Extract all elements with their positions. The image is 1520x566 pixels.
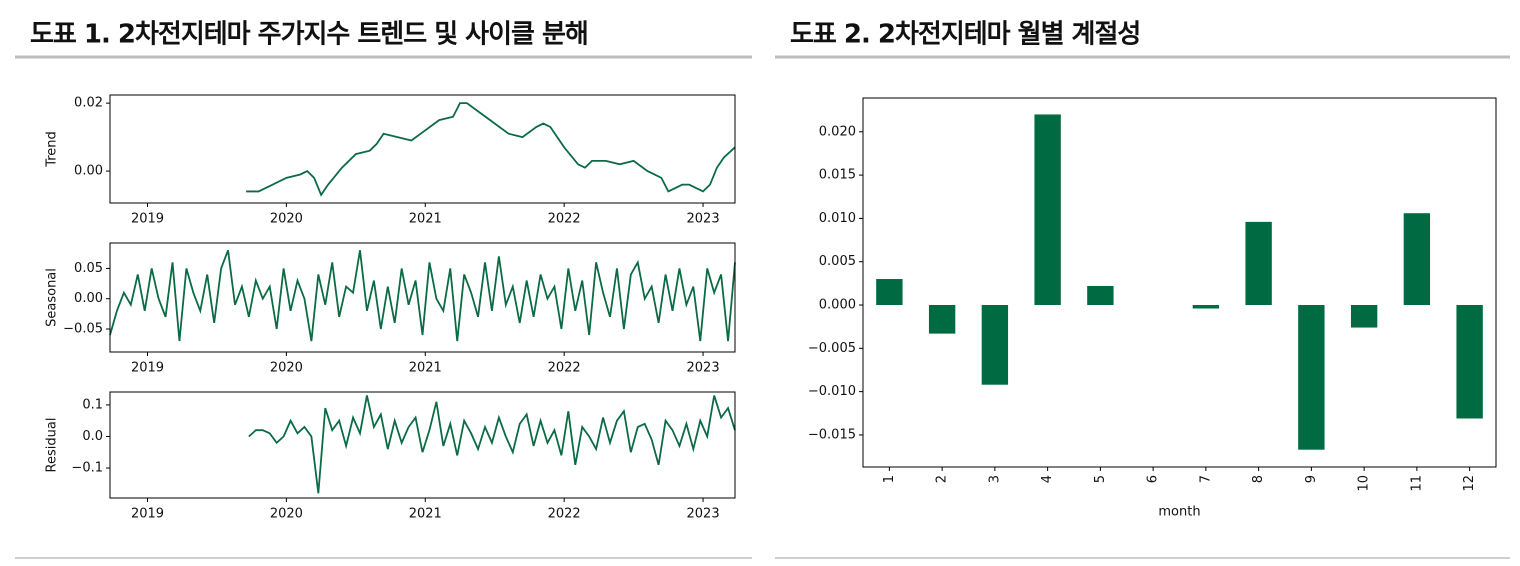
bar	[981, 305, 1009, 385]
x-tick-label: 2021	[409, 212, 442, 227]
x-tick-label: 11	[1409, 475, 1424, 492]
y-tick-label: −0.1	[71, 461, 103, 476]
x-tick-label: 3	[987, 475, 1002, 483]
y-axis-label: Residual	[45, 418, 60, 473]
x-tick-label: 2022	[548, 507, 581, 522]
y-tick-label: −0.05	[63, 321, 103, 336]
x-tick-label: 10	[1357, 475, 1372, 492]
y-tick-label: 0.0	[82, 429, 103, 444]
y-tick-label: 0.020	[819, 124, 856, 139]
x-tick-label: 6	[1146, 475, 1161, 483]
line	[109, 249, 736, 342]
x-tick-label: 2023	[687, 507, 720, 522]
x-tick-label: 2	[935, 475, 950, 483]
y-tick-label: 0.010	[819, 211, 856, 226]
line	[246, 102, 736, 197]
y-tick-label: 0.015	[819, 168, 856, 183]
x-tick-label: 2023	[687, 361, 720, 376]
y-tick-label: 0.02	[74, 96, 103, 111]
x-tick-label: 2019	[131, 361, 164, 376]
x-tick-label: 4	[1040, 475, 1055, 483]
plot-frame	[109, 391, 736, 499]
y-tick-label: −0.005	[808, 341, 856, 356]
bar	[1087, 285, 1114, 306]
x-tick-label: 2022	[548, 361, 581, 376]
y-tick-label: 0.005	[819, 254, 856, 269]
y-axis-label: Trend	[45, 131, 60, 168]
y-tick-label: −0.010	[808, 384, 856, 399]
x-tick-label: 2021	[409, 361, 442, 376]
x-tick-label: 2021	[409, 507, 442, 522]
y-tick-label: 0.1	[82, 397, 103, 412]
bar	[1456, 305, 1483, 419]
bar	[1192, 305, 1220, 309]
bar	[1403, 213, 1431, 306]
bar	[928, 305, 956, 334]
y-tick-label: −0.015	[808, 427, 856, 442]
x-tick-label: 9	[1304, 475, 1319, 483]
x-tick-label: 2020	[270, 361, 303, 376]
bar	[1350, 305, 1378, 328]
x-tick-label: 8	[1251, 475, 1266, 483]
y-tick-label: 0.05	[74, 261, 103, 276]
plot-frame	[862, 97, 1497, 468]
bar	[876, 279, 903, 306]
x-axis-label: month	[1158, 505, 1200, 520]
x-tick-label: 5	[1093, 475, 1108, 483]
bar	[1298, 305, 1325, 450]
x-tick-label: 2019	[131, 507, 164, 522]
plot-frame	[109, 242, 736, 353]
y-axis-label: Seasonal	[45, 268, 60, 327]
x-tick-label: 2020	[270, 212, 303, 227]
x-tick-label: 2023	[687, 212, 720, 227]
chart-title: 도표 2. 2차전지테마 월별 계절성	[790, 20, 1140, 50]
plot-frame	[109, 94, 736, 204]
chart-title: 도표 1. 2차전지테마 주가지수 트렌드 및 사이클 분해	[30, 20, 588, 50]
x-tick-label: 2022	[548, 212, 581, 227]
y-tick-label: 0.00	[74, 164, 103, 179]
y-tick-label: 0.00	[74, 291, 103, 306]
x-tick-label: 2019	[131, 212, 164, 227]
x-tick-label: 7	[1198, 475, 1213, 483]
x-tick-label: 12	[1462, 475, 1477, 492]
y-tick-label: 0.000	[819, 298, 856, 313]
bar	[1034, 114, 1061, 306]
x-tick-label: 2020	[270, 507, 303, 522]
bar	[1245, 221, 1272, 306]
line	[248, 395, 736, 494]
x-tick-label: 1	[882, 475, 897, 483]
